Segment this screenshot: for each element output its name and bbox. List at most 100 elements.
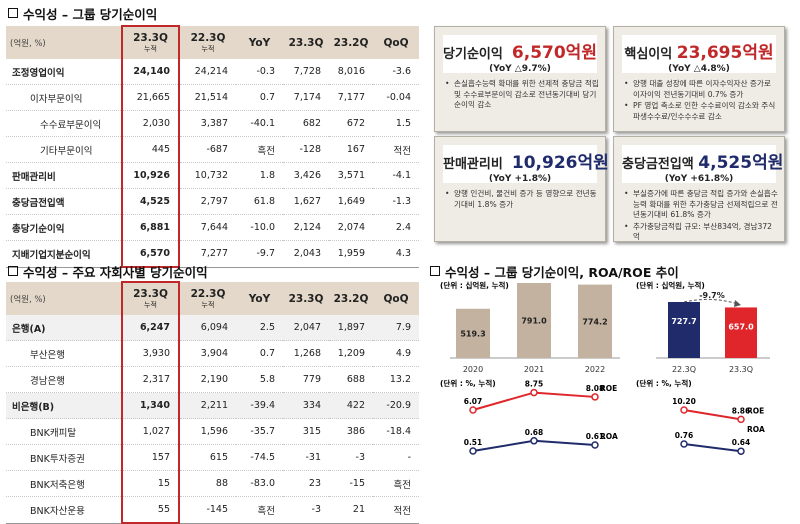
x-tick-label: 2021 [524, 365, 544, 374]
row-value: 4.3 [373, 240, 419, 268]
row-label: 경남은행 [6, 366, 122, 393]
arrow-head-icon [734, 300, 741, 307]
row-value: -20.9 [373, 392, 419, 419]
row-value: 672 [329, 110, 373, 137]
row-value: 2,074 [329, 214, 373, 241]
row-value: 7,644 [179, 214, 236, 241]
bar-2021 [517, 283, 551, 358]
table-row: 비은행(B) 1,340 2,211 -39.4 334 422 -20.9 [6, 392, 419, 419]
col-header-23-3q-q: 23.3Q [283, 282, 329, 315]
row-value: 55 [121, 496, 180, 524]
col-header-23-2q: 23.2Q [329, 282, 373, 315]
roa-value-label: 0.64 [732, 438, 751, 447]
row-value: -0.04 [373, 84, 419, 111]
table-row: 이자부문이익 21,665 21,514 0.7 7,174 7,177 -0.04 [6, 84, 419, 111]
roa-point [680, 440, 688, 448]
row-value: -18.4 [373, 418, 419, 445]
row-label: 비은행(B) [6, 392, 122, 419]
bar-value-label: 774.2 [582, 317, 607, 326]
row-value: 적전 [373, 496, 419, 524]
row-label: 이자부문이익 [6, 84, 122, 111]
row-value: -0.3 [236, 59, 283, 85]
row-value: -3 [329, 444, 373, 471]
card-core-profit: 핵심이익 23,695억원(YoY △4.8%) 양행 대출 성장에 따른 이자… [613, 26, 785, 132]
bullet-text: PF 영업 축소로 인한 수수료이익 감소와 주식파생수수료/인수수수료 감소 [624, 101, 778, 122]
row-value: 1,649 [329, 188, 373, 215]
row-value: 2,317 [121, 366, 180, 393]
row-value: 21,665 [121, 84, 180, 111]
section-title-trend: 수익성 – 그룹 당기순이익, ROA/ROE 추이 [430, 262, 679, 281]
col-header-qoq: QoQ [373, 282, 419, 315]
x-tick-label: 23.3Q [729, 365, 753, 374]
row-value: 2.4 [373, 214, 419, 241]
bar-value-label: 791.0 [521, 317, 547, 326]
bullet-text: 양행 인건비, 물건비 증가 등 영향으로 전년동기대비 1.8% 증가 [445, 189, 599, 210]
row-value: 10,732 [179, 162, 236, 189]
row-label: BNK캐피탈 [6, 418, 122, 445]
bar-2020 [456, 308, 490, 358]
bullet-text: 부실증가에 따른 충당금 적립 증가와 손실흡수능력 확대를 위한 추가충당금 … [624, 189, 778, 221]
row-value: 0.7 [236, 340, 283, 367]
row-value: 6,881 [121, 214, 180, 241]
bar-23.3Q [725, 307, 757, 358]
table-row: 판매관리비 10,926 10,732 1.8 3,426 3,571 -4.1 [6, 162, 419, 189]
chart-unit-label: (단위 : 십억원, 누적) [440, 280, 509, 290]
bar-22.3Q [668, 302, 700, 358]
table-row: BNK캐피탈 1,027 1,596 -35.7 315 386 -18.4 [6, 418, 419, 445]
card-sga-expense: 판매관리비 10,926억원(YoY +1.8%) 양행 인건비, 물건비 증가… [434, 136, 609, 242]
col-header-qoq: QoQ [373, 26, 419, 59]
col-header-22-3q: 22.3Q 누적 [179, 26, 236, 59]
row-value: 24,214 [179, 59, 236, 85]
trend-arrow [683, 298, 739, 305]
row-value: -74.5 [236, 444, 283, 471]
row-value: 1,027 [121, 418, 180, 445]
table-row: 수수료부문이익 2,030 3,387 -40.1 682 672 1.5 [6, 110, 419, 137]
row-value: - [373, 444, 419, 471]
x-tick-label: 2020 [463, 365, 483, 374]
square-bullet-icon [430, 266, 440, 276]
row-value: 1.5 [373, 110, 419, 137]
row-value: 10,926 [121, 162, 180, 189]
roa-point [530, 437, 538, 445]
row-value: 1,268 [283, 340, 329, 367]
row-value: -1.3 [373, 188, 419, 215]
row-value: 3,904 [179, 340, 236, 367]
row-value: 1,340 [121, 392, 180, 419]
row-value: 4,525 [121, 188, 180, 215]
row-label: 충당금전입액 [6, 188, 122, 215]
row-value: 1.8 [236, 162, 283, 189]
square-bullet-icon [8, 266, 18, 276]
row-label: 수수료부문이익 [6, 110, 122, 137]
row-value: 7,277 [179, 240, 236, 268]
row-value: 1,596 [179, 418, 236, 445]
roa-series-label: ROA [600, 432, 618, 441]
row-label: 부산은행 [6, 340, 122, 367]
row-value: 1,627 [283, 188, 329, 215]
table-row: 지배기업지분순이익 6,570 7,277 -9.7 2,043 1,959 4.3 [6, 240, 419, 268]
row-value: 157 [121, 444, 180, 471]
roe-line [683, 409, 742, 421]
row-label: 지배기업지분순이익 [6, 240, 122, 268]
row-value: 2.5 [236, 315, 283, 341]
row-value: 3,426 [283, 162, 329, 189]
row-value: 167 [329, 136, 373, 163]
row-value: 2,797 [179, 188, 236, 215]
row-value: 2,211 [179, 392, 236, 419]
roa-value-label: 0.76 [675, 431, 694, 440]
table-row: 경남은행 2,317 2,190 5.8 779 688 13.2 [6, 366, 419, 393]
bullet-text: 추가충당금적립 규모: 부산834억, 경남372억 [624, 222, 778, 243]
col-header-23-2q: 23.2Q [329, 26, 373, 59]
row-value: 61.8 [236, 188, 283, 215]
chart-unit-label: (단위 : %, 누적) [636, 378, 692, 388]
roa-point [591, 441, 599, 449]
trend-charts: (단위 : 십억원, 누적) (단위 : 십억원, 누적) (단위 : %, 누적)… [440, 280, 770, 455]
roa-value-label: 0.68 [525, 428, 544, 437]
row-value: 3,387 [179, 110, 236, 137]
row-value: 682 [283, 110, 329, 137]
row-value: 7,177 [329, 84, 373, 111]
table-row: 충당금전입액 4,525 2,797 61.8 1,627 1,649 -1.3 [6, 188, 419, 215]
roa-line [683, 443, 742, 453]
row-value: -3.6 [373, 59, 419, 85]
row-value: 21 [329, 496, 373, 524]
row-value: 적전 [373, 136, 419, 163]
